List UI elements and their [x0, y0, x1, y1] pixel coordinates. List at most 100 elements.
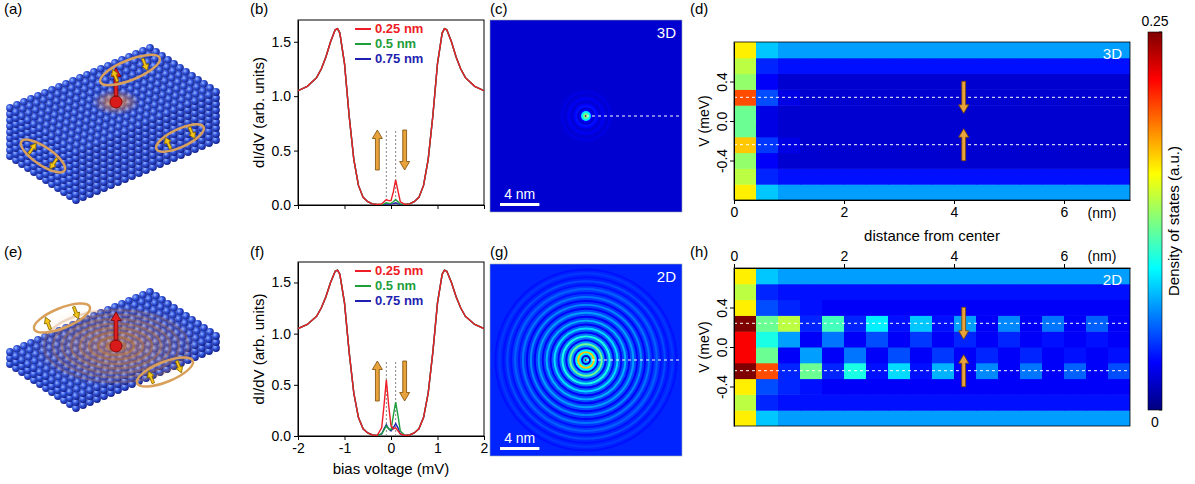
map-ring	[490, 20, 681, 211]
panel-label: (a)	[4, 0, 22, 17]
tick-mark	[294, 42, 298, 43]
panel-label: (e)	[4, 243, 22, 260]
heatmap-cell	[910, 300, 933, 316]
atom	[128, 124, 136, 132]
tick: 6	[1061, 200, 1069, 220]
tick-mark	[294, 282, 298, 283]
heatmap-cell	[998, 42, 1021, 58]
spin-arrow	[372, 130, 382, 170]
tick-label: 2	[481, 440, 489, 456]
atom	[79, 389, 87, 397]
heatmap-cell	[866, 284, 889, 300]
heatmap-cell	[734, 410, 757, 426]
heatmap-cell	[1020, 268, 1043, 284]
tick-label: 0.4	[714, 72, 730, 92]
heatmap-cell	[1042, 284, 1065, 300]
heatmap-cell	[932, 58, 955, 74]
heatmap-cell	[998, 168, 1021, 184]
heatmap-cell	[756, 42, 779, 58]
panel-tag: 2D	[1103, 271, 1122, 288]
map-ring	[490, 264, 682, 456]
heatmap-cell	[910, 331, 933, 347]
panel-label: (g)	[490, 243, 508, 260]
reference-line	[734, 144, 1130, 145]
heatmap-cell	[976, 410, 999, 426]
heatmap-cell	[822, 42, 845, 58]
heatmap-cell	[910, 410, 933, 426]
heatmap-cell	[910, 168, 933, 184]
heatmap-cell	[844, 410, 867, 426]
heatmap-cell	[998, 184, 1021, 200]
tick-mark	[294, 151, 298, 152]
map-background	[490, 264, 682, 456]
heatmap-cell	[932, 347, 955, 363]
heatmap-cell	[1086, 121, 1109, 137]
spin-arrow	[959, 307, 969, 339]
spin-arrow	[111, 312, 121, 340]
heatmap-cell	[866, 184, 889, 200]
tick-label: 6	[1061, 204, 1069, 220]
tick-mark	[294, 205, 298, 206]
heatmap-cell	[1042, 121, 1065, 137]
heatmap-cell	[822, 284, 845, 300]
heatmap-cell	[932, 284, 955, 300]
heatmap-cell	[756, 331, 779, 347]
heatmap-cell	[998, 268, 1021, 284]
heatmap-cell	[800, 379, 823, 395]
atom	[212, 332, 220, 340]
heatmap-cell	[888, 347, 911, 363]
pair-spin	[26, 141, 39, 156]
heatmap-cell	[910, 74, 933, 90]
atom	[107, 133, 115, 141]
legend: 0.25 nm0.5 nm0.75 nm	[355, 21, 423, 66]
pair-spin	[70, 306, 81, 321]
heatmap-cell	[800, 300, 823, 316]
heatmap-cell	[1064, 121, 1087, 137]
scale-bar-label: 4 nm	[504, 186, 535, 202]
tick-label: 0.0	[272, 197, 292, 213]
heatmap-cell	[778, 410, 801, 426]
scale-bar-label: 4 nm	[504, 430, 535, 446]
heatmap-cell	[1108, 347, 1130, 363]
tick-label: 0.25	[1141, 13, 1168, 29]
tick-label: 0	[388, 440, 396, 456]
legend-swatch	[355, 43, 371, 45]
plot-frame	[298, 20, 484, 205]
heatmap-cell	[888, 410, 911, 426]
plot-frame	[298, 262, 484, 436]
map-area	[490, 264, 682, 456]
heatmap-cell	[800, 410, 823, 426]
heatmap-cell	[1020, 284, 1043, 300]
heatmap-cell	[1108, 379, 1130, 395]
heatmap-cell	[844, 394, 867, 410]
heatmap-cell	[888, 121, 911, 137]
atom	[100, 136, 108, 144]
pair-spin	[109, 68, 120, 83]
heatmap-cell	[734, 331, 757, 347]
heatmap-cell	[1086, 410, 1109, 426]
heatmap-cell	[976, 42, 999, 58]
heatmap-cell	[822, 168, 845, 184]
heatmap-cell	[1042, 268, 1065, 284]
heatmap-cell	[866, 300, 889, 316]
heatmap-cell	[756, 74, 779, 90]
tick: 0.5	[272, 143, 298, 159]
heatmap-cell	[888, 379, 911, 395]
heatmap-cell	[756, 184, 779, 200]
heatmap-cell	[866, 74, 889, 90]
heatmap-cell	[778, 300, 801, 316]
legend: 0.25 nm0.5 nm0.75 nm	[355, 263, 423, 308]
line-panel: 0.00.51.01.50.25 nm0.5 nm0.75 nmdI/dV (a…	[250, 20, 485, 213]
heatmap-cell	[1020, 153, 1043, 169]
heatmap-cell	[1086, 379, 1109, 395]
tick: 0.0	[714, 112, 734, 132]
heatmap-cell	[1086, 300, 1109, 316]
tick: 0.0	[272, 197, 298, 213]
heatmap-cell	[734, 379, 757, 395]
tick-mark	[484, 205, 485, 209]
heatmap-cell	[976, 74, 999, 90]
legend-label: 0.5 nm	[375, 278, 416, 293]
heatmap-cell	[932, 268, 955, 284]
heatmap-cell	[756, 410, 779, 426]
heatmap-cell	[1020, 347, 1043, 363]
